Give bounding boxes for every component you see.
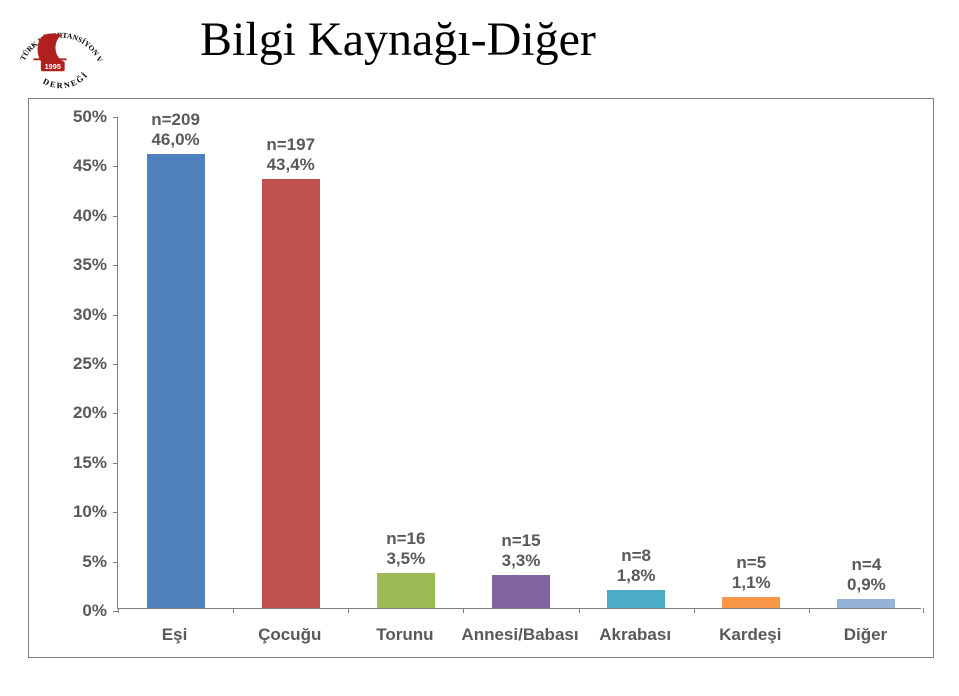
- x-tick-mark: [463, 608, 464, 613]
- y-tick-label: 20%: [57, 403, 107, 423]
- bar-value-label: 43,4%: [241, 155, 341, 175]
- x-tick-label: Akrabası: [599, 625, 671, 645]
- y-tick-mark: [113, 512, 118, 513]
- y-tick-mark: [113, 463, 118, 464]
- y-tick-mark: [113, 117, 118, 118]
- y-tick-label: 5%: [57, 552, 107, 572]
- y-tick-label: 50%: [57, 107, 107, 127]
- y-tick-label: 15%: [57, 453, 107, 473]
- y-tick-label: 30%: [57, 305, 107, 325]
- bar: [837, 599, 895, 608]
- x-tick-mark: [118, 608, 119, 613]
- x-tick-label: Kardeşi: [719, 625, 781, 645]
- bar-n-label: n=197: [241, 135, 341, 155]
- svg-text:DERNEĞİ: DERNEĞİ: [41, 69, 90, 90]
- y-axis: 0%5%10%15%20%25%30%35%40%45%50%: [57, 117, 107, 609]
- x-tick-label: Diğer: [844, 625, 887, 645]
- bar: [262, 179, 320, 608]
- y-tick-label: 10%: [57, 502, 107, 522]
- logo-text-bottom: DERNEĞİ: [41, 69, 90, 90]
- bar-n-label: n=5: [701, 553, 801, 573]
- bar-value-label: 1,1%: [701, 573, 801, 593]
- bar-value-label: 46,0%: [126, 130, 226, 150]
- page-title: Bilgi Kaynağı-Diğer: [200, 12, 596, 67]
- x-tick-label: Annesi/Babası: [461, 625, 578, 645]
- y-tick-label: 45%: [57, 156, 107, 176]
- x-tick-label: Eşi: [162, 625, 188, 645]
- bar-value-label: 3,5%: [356, 549, 456, 569]
- bar-chart: 0% 5% 10% 15% 20% 25% 30% 35% 40% 45% 50% 46,0%n=2…: [28, 98, 934, 658]
- plot-area: 46,0%n=20943,4%n=1973,5%n=163,3%n=151,8%…: [117, 117, 921, 609]
- y-tick-mark: [113, 315, 118, 316]
- bar-value-label: 3,3%: [471, 551, 571, 571]
- x-tick-mark: [579, 608, 580, 613]
- bar-n-label: n=209: [126, 110, 226, 130]
- organization-logo: TÜRK HİPERTANSİYON VE BÖBREK HASTALIKLAR…: [6, 6, 116, 98]
- x-tick-mark: [923, 608, 924, 613]
- y-tick-label: 40%: [57, 206, 107, 226]
- bar: [607, 590, 665, 608]
- x-tick-label: Çocuğu: [258, 625, 321, 645]
- y-tick-mark: [113, 216, 118, 217]
- year-badge-text: 1995: [45, 62, 61, 71]
- y-tick-mark: [113, 166, 118, 167]
- bar: [722, 597, 780, 608]
- x-tick-mark: [694, 608, 695, 613]
- bar-value-label: 1,8%: [586, 566, 686, 586]
- y-tick-mark: [113, 364, 118, 365]
- bar: [147, 154, 205, 608]
- y-tick-mark: [113, 413, 118, 414]
- x-tick-mark: [809, 608, 810, 613]
- bar-n-label: n=8: [586, 546, 686, 566]
- bar-n-label: n=15: [471, 531, 571, 551]
- x-axis: Eşi Çocuğu Torunu Annesi/Babası Akrabası Kard…: [117, 615, 921, 645]
- x-tick-mark: [348, 608, 349, 613]
- y-tick-label: 0%: [57, 601, 107, 621]
- bar: [377, 573, 435, 608]
- y-tick-mark: [113, 265, 118, 266]
- bar-value-label: 0,9%: [816, 575, 916, 595]
- bar-n-label: n=4: [816, 555, 916, 575]
- y-tick-label: 25%: [57, 354, 107, 374]
- bar: [492, 575, 550, 608]
- y-tick-mark: [113, 562, 118, 563]
- y-tick-label: 35%: [57, 255, 107, 275]
- x-tick-label: Torunu: [376, 625, 433, 645]
- x-tick-mark: [233, 608, 234, 613]
- bar-n-label: n=16: [356, 529, 456, 549]
